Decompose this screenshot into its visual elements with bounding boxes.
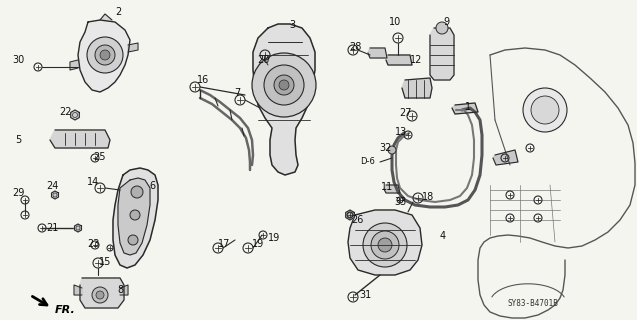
Circle shape [87,37,123,73]
Polygon shape [384,185,400,193]
Text: FR.: FR. [55,305,76,315]
Text: 27: 27 [400,108,412,118]
Text: 16: 16 [197,75,209,85]
Text: 19: 19 [252,239,264,249]
Text: SY83-B4701B: SY83-B4701B [508,299,559,308]
Circle shape [531,96,559,124]
Text: 3: 3 [289,20,295,30]
Polygon shape [493,150,518,165]
Circle shape [95,45,115,65]
Circle shape [100,50,110,60]
Text: 9: 9 [443,17,449,27]
Text: 20: 20 [257,55,269,65]
Circle shape [388,146,396,154]
Polygon shape [80,278,124,308]
Text: 21: 21 [46,223,58,233]
Polygon shape [100,14,112,20]
Polygon shape [348,210,422,275]
Text: 17: 17 [218,239,230,249]
Text: 6: 6 [149,181,155,191]
Text: 1: 1 [465,102,471,112]
Polygon shape [386,55,412,65]
Text: D-6: D-6 [361,157,375,166]
Text: 23: 23 [87,239,99,249]
Text: 2: 2 [115,7,121,17]
Polygon shape [78,20,130,92]
Text: 26: 26 [351,215,363,225]
Circle shape [378,238,392,252]
Circle shape [92,287,108,303]
Polygon shape [118,178,150,255]
Polygon shape [346,210,354,220]
Circle shape [252,53,316,117]
Polygon shape [113,168,158,268]
Polygon shape [74,285,82,295]
Text: 30: 30 [12,55,24,65]
Text: 5: 5 [15,135,21,145]
Polygon shape [430,28,454,80]
Text: 31: 31 [359,290,371,300]
Text: 32: 32 [379,143,391,153]
Polygon shape [75,224,82,232]
Text: 7: 7 [234,88,240,98]
Text: 18: 18 [422,192,434,202]
Text: 33: 33 [394,197,406,207]
Text: 11: 11 [381,182,393,192]
Text: 28: 28 [349,42,361,52]
Polygon shape [120,285,128,295]
Circle shape [279,80,289,90]
Text: 22: 22 [60,107,72,117]
Polygon shape [253,24,315,175]
Polygon shape [368,48,387,58]
Text: 29: 29 [12,188,24,198]
Text: 14: 14 [87,177,99,187]
Circle shape [274,75,294,95]
Circle shape [371,231,399,259]
Polygon shape [70,60,78,70]
Text: 10: 10 [389,17,401,27]
Circle shape [130,210,140,220]
Polygon shape [71,110,80,120]
Text: 15: 15 [99,257,111,267]
Text: 13: 13 [395,127,407,137]
Circle shape [128,235,138,245]
Circle shape [363,223,407,267]
Polygon shape [128,43,138,52]
Text: 24: 24 [46,181,58,191]
Text: 12: 12 [410,55,422,65]
Text: 4: 4 [440,231,446,241]
Circle shape [96,291,104,299]
Polygon shape [402,78,432,98]
Text: 8: 8 [117,285,123,295]
Text: 19: 19 [268,233,280,243]
Polygon shape [452,103,478,114]
Text: 25: 25 [94,152,106,162]
Circle shape [436,22,448,34]
Circle shape [131,186,143,198]
Polygon shape [50,130,110,148]
Polygon shape [52,191,59,199]
Circle shape [523,88,567,132]
Circle shape [264,65,304,105]
